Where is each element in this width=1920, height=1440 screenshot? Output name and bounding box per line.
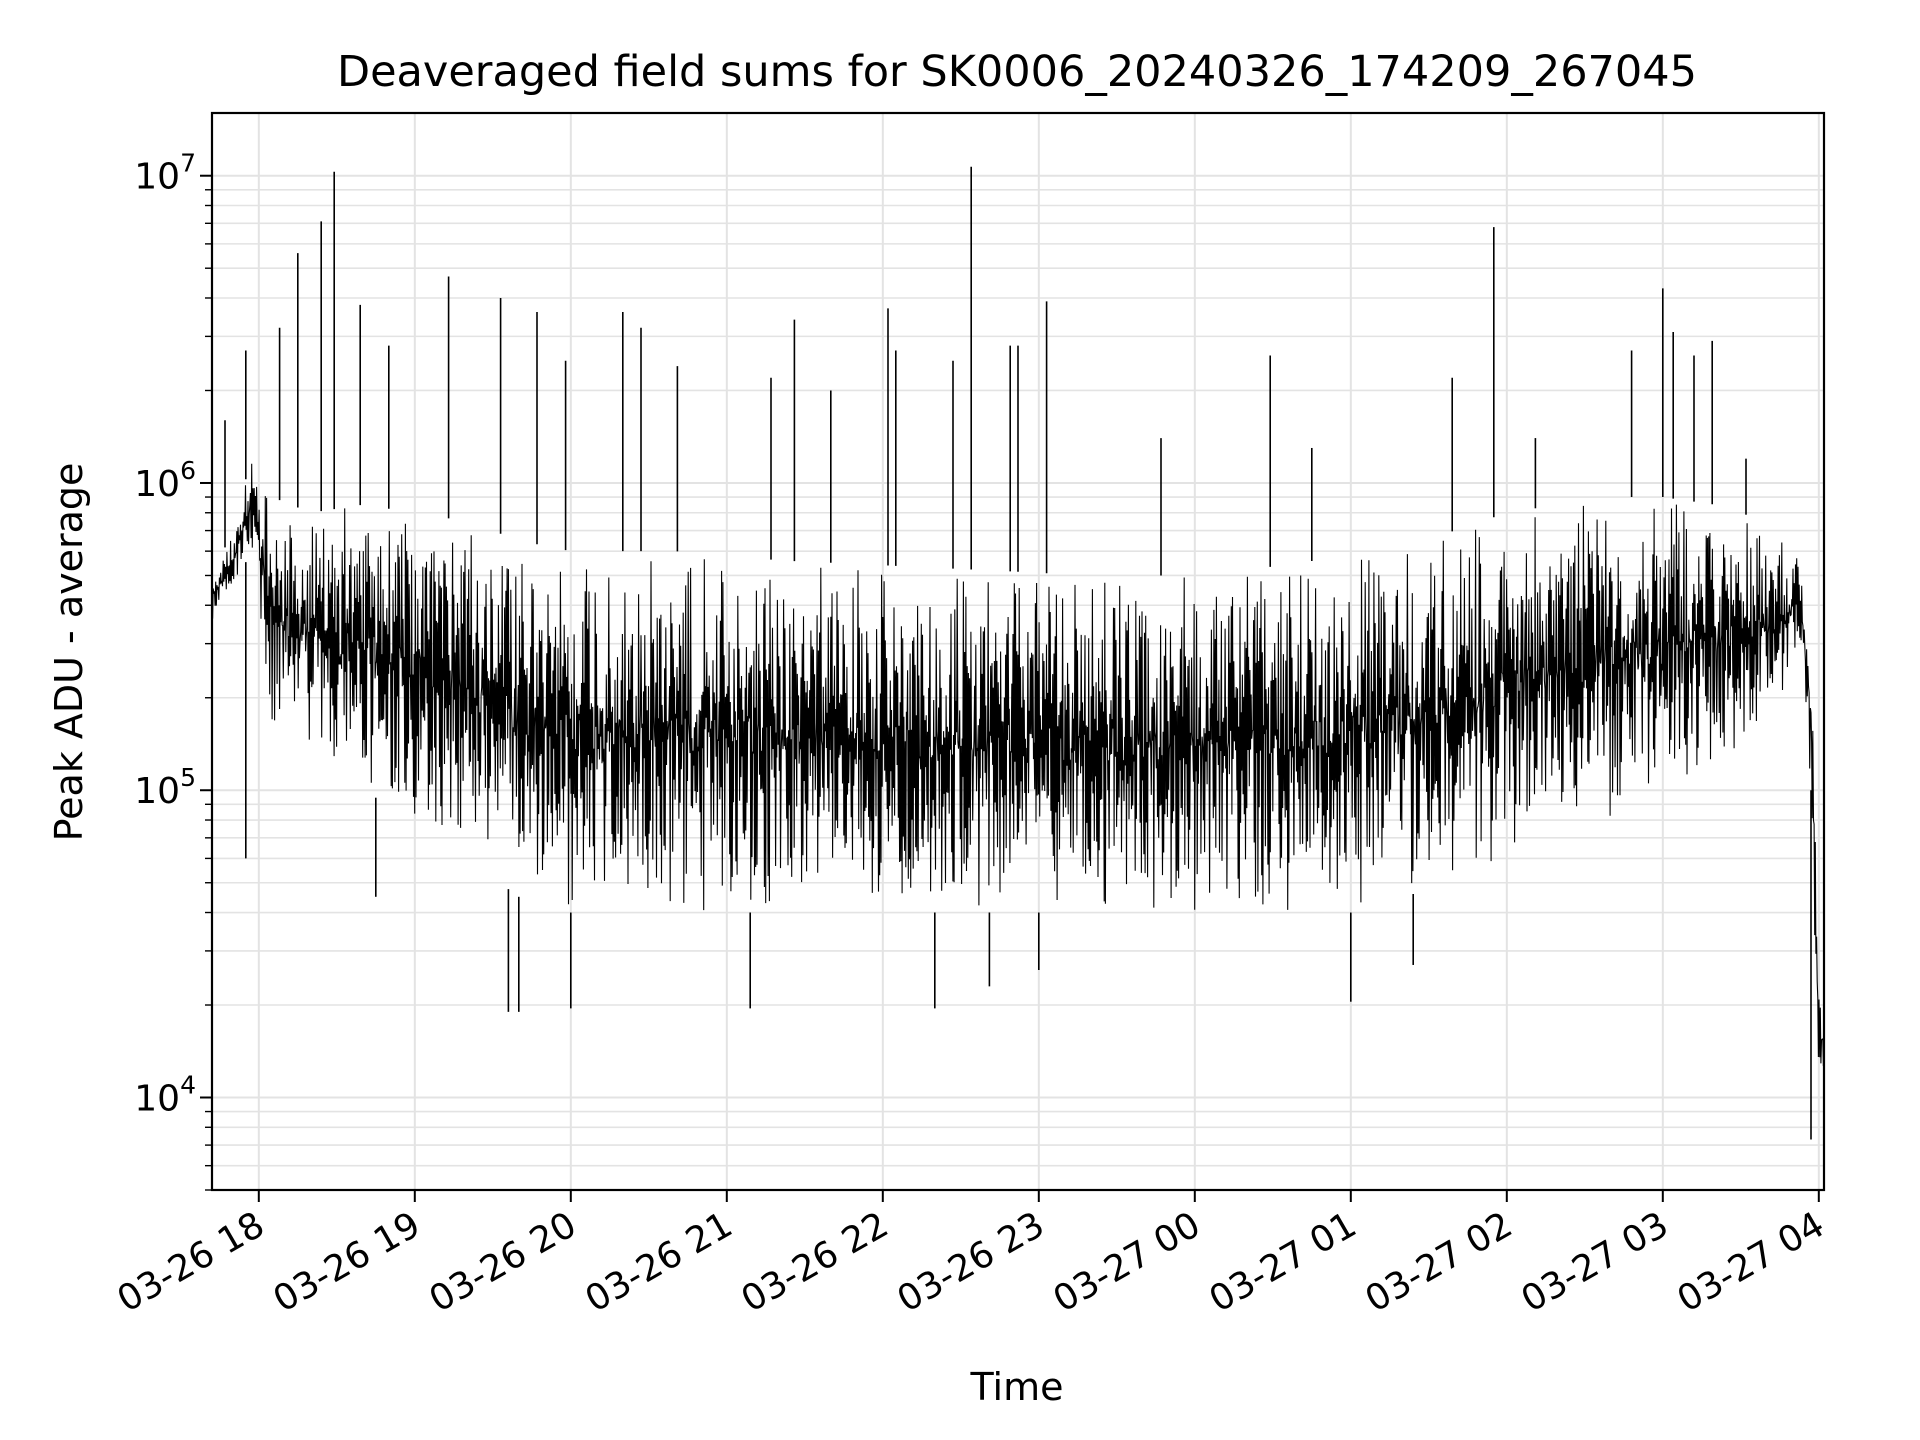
y-tick-label: 107 [134,149,196,198]
y-tick-label: 105 [134,763,196,812]
x-axis-label: Time [970,1365,1064,1409]
y-tick-label: 104 [134,1071,196,1120]
y-tick-label: 106 [134,456,196,505]
y-axis-label: Peak ADU - average [47,463,91,842]
chart-title: Deaveraged field sums for SK0006_2024032… [337,47,1697,97]
data-layer [211,166,1825,1140]
plot-frame [210,111,1826,1192]
series-trace [211,463,1825,1067]
